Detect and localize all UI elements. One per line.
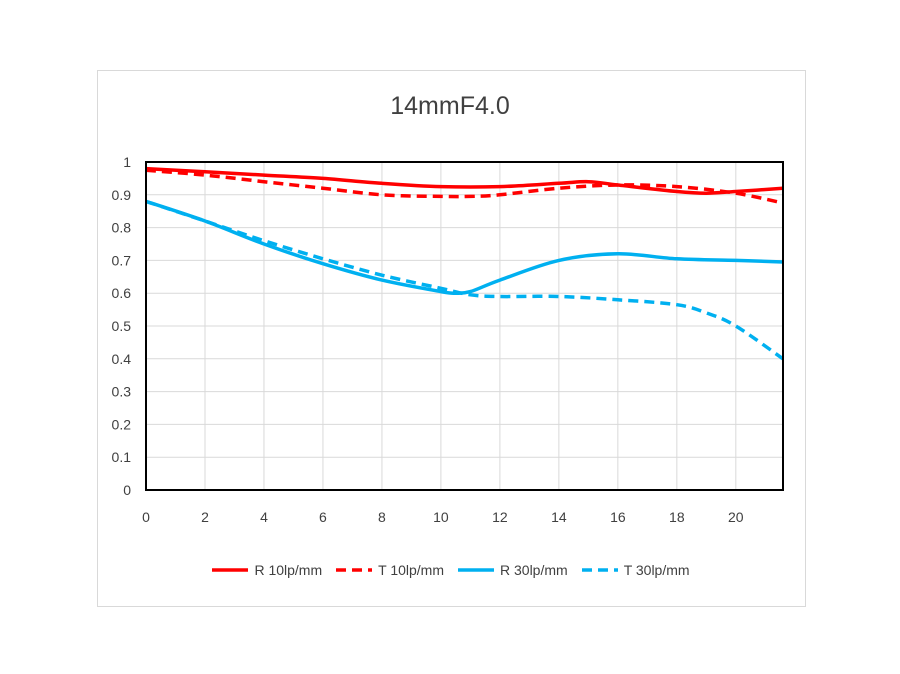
chart-card — [97, 70, 806, 607]
legend-item: R 30lp/mm — [456, 562, 568, 578]
legend-label: T 10lp/mm — [378, 562, 444, 578]
y-tick-label: 1 — [123, 154, 131, 170]
y-tick-label: 0.2 — [112, 416, 132, 432]
legend-swatch — [458, 568, 494, 572]
series-line-t-10lp-mm — [145, 168, 784, 205]
series-lines — [145, 166, 785, 361]
series-line-t-30lp-mm — [145, 199, 785, 361]
x-tick-label: 2 — [201, 509, 209, 525]
y-tick-label: 0.7 — [112, 252, 132, 268]
x-tick-label: 12 — [492, 509, 508, 525]
legend-swatch — [336, 568, 373, 572]
grid-lines — [145, 161, 783, 491]
x-axis-tick-labels: 0 2 4 6 8 10 12 14 16 18 20 — [142, 509, 744, 525]
series-line-r-30lp-mm — [145, 199, 784, 295]
legend-swatch — [212, 568, 249, 572]
x-tick-label: 8 — [378, 509, 386, 525]
x-tick-label: 10 — [433, 509, 449, 525]
legend-item: R 10lp/mm — [210, 562, 322, 578]
y-axis-tick-labels: 0 0.1 0.2 0.3 0.4 0.5 0.6 0.7 0.8 0.9 1 — [112, 154, 132, 498]
x-tick-label: 18 — [669, 509, 685, 525]
plot-frame — [145, 161, 784, 491]
y-tick-label: 0.4 — [112, 351, 132, 367]
y-tick-label: 0.3 — [112, 384, 132, 400]
legend-label: R 10lp/mm — [254, 562, 323, 578]
legend: R 10lp/mm T 10lp/mm R 30lp/mm T 30lp/mm — [0, 562, 900, 578]
y-tick-label: 0.5 — [112, 318, 132, 334]
x-tick-label: 0 — [142, 509, 150, 525]
y-tick-label: 0.8 — [112, 220, 132, 236]
y-tick-label: 0.1 — [112, 449, 132, 465]
x-tick-label: 6 — [319, 509, 327, 525]
x-tick-label: 20 — [728, 509, 744, 525]
legend-label: T 30lp/mm — [623, 562, 690, 578]
x-tick-label: 4 — [260, 509, 268, 525]
legend-label: R 30lp/mm — [500, 562, 568, 578]
legend-item: T 10lp/mm — [334, 562, 444, 578]
y-tick-label: 0.9 — [112, 187, 132, 203]
chart-title: 14mmF4.0 — [390, 92, 510, 120]
x-tick-label: 14 — [551, 509, 567, 525]
series-line-r-10lp-mm — [145, 166, 784, 195]
legend-item: T 30lp/mm — [580, 562, 690, 578]
x-tick-label: 16 — [610, 509, 626, 525]
y-tick-label: 0.6 — [112, 285, 132, 301]
legend-swatch — [581, 568, 618, 572]
y-tick-label: 0 — [123, 482, 131, 498]
